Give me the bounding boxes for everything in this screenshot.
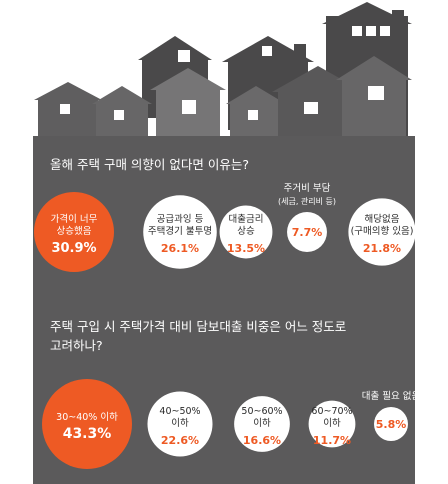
chart-title: 올해 주택 구매 의향이 없다면 이유는? bbox=[50, 157, 249, 172]
bubble-label: 주거비 부담 bbox=[284, 182, 331, 194]
bubble-label: 60~70% bbox=[311, 406, 352, 417]
bubble-value: 22.6% bbox=[161, 434, 199, 447]
bubble-value: 16.6% bbox=[243, 434, 281, 447]
chart-title: 고려하나? bbox=[50, 338, 103, 353]
bubble-value: 43.3% bbox=[63, 426, 112, 442]
house-tower-right-roof bbox=[322, 2, 412, 24]
bubble-label: 해당없음 bbox=[365, 213, 400, 225]
bubble-2-5 bbox=[374, 407, 408, 441]
bubble-label: 이하 bbox=[171, 417, 189, 429]
bubble-1-2 bbox=[143, 195, 217, 269]
chart-title: 주택 구입 시 주택가격 대비 담보대출 비중은 어느 정도로 bbox=[50, 319, 346, 334]
bubble-label: 공급과잉 등 bbox=[157, 213, 204, 225]
bubble-value: 13.5% bbox=[227, 242, 265, 255]
bubble-2-1 bbox=[42, 379, 132, 469]
bubble-label: 이하 bbox=[323, 417, 341, 429]
house-skyline-illustration bbox=[34, 2, 412, 146]
bubble-label: 주택경기 불투명 bbox=[148, 225, 212, 237]
bubble-label: 이하 bbox=[253, 417, 271, 429]
house-windows bbox=[60, 26, 390, 120]
bubble-label: 50~60% bbox=[241, 406, 282, 417]
bubble-1-4 bbox=[287, 212, 327, 252]
bubble-label: (구매의향 있음) bbox=[351, 225, 414, 237]
bubble-value: 30.9% bbox=[51, 241, 96, 256]
bubble-value: 7.7% bbox=[292, 226, 323, 239]
bubble-value: 5.8% bbox=[376, 418, 407, 431]
bubble-label: (세금, 관리비 등) bbox=[278, 196, 336, 206]
bubble-value: 26.1% bbox=[161, 242, 199, 255]
bubble-1-3 bbox=[219, 205, 273, 259]
bubble-1-1 bbox=[34, 192, 114, 272]
bubble-value: 21.8% bbox=[363, 242, 401, 255]
bubble-label: 40~50% bbox=[159, 406, 200, 417]
bubble-2-2 bbox=[147, 391, 213, 457]
bubble-1-5 bbox=[348, 198, 416, 266]
bubble-value: 11.7% bbox=[313, 434, 351, 447]
bubble-label: 대출금리 bbox=[229, 214, 264, 225]
bubble-label: 상승 bbox=[237, 226, 255, 237]
bubble-2-3 bbox=[234, 396, 290, 452]
bubble-label: 대출 필요 없음 bbox=[362, 390, 421, 402]
bubble-label: 가격이 너무 bbox=[51, 213, 98, 225]
bubble-2-4 bbox=[308, 400, 356, 448]
bubble-label: 상승했음 bbox=[57, 225, 92, 237]
bubble-label: 30~40% 이하 bbox=[56, 411, 118, 423]
